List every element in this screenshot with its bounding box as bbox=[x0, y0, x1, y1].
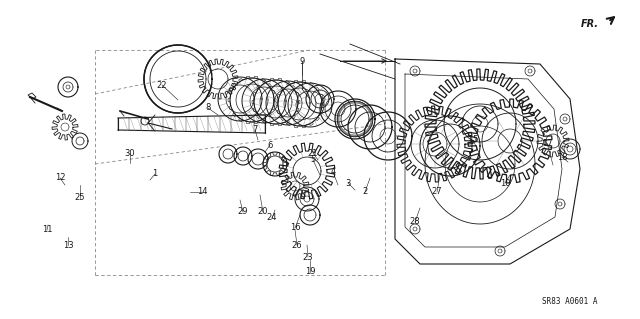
Text: 8: 8 bbox=[205, 103, 211, 113]
Text: 18: 18 bbox=[557, 152, 567, 161]
Text: 21: 21 bbox=[308, 149, 318, 158]
Text: 9: 9 bbox=[300, 57, 305, 66]
Text: 7: 7 bbox=[252, 125, 258, 135]
Text: 10: 10 bbox=[500, 179, 510, 188]
Text: FR.: FR. bbox=[581, 19, 599, 29]
Text: 16: 16 bbox=[290, 224, 300, 233]
Text: 22: 22 bbox=[157, 80, 167, 90]
Text: 27: 27 bbox=[432, 188, 442, 197]
Text: 19: 19 bbox=[305, 268, 316, 277]
Text: 3: 3 bbox=[346, 179, 351, 188]
Text: 24: 24 bbox=[267, 213, 277, 222]
Text: 25: 25 bbox=[75, 194, 85, 203]
Text: 15: 15 bbox=[468, 136, 478, 145]
Text: 29: 29 bbox=[237, 207, 248, 217]
Text: 5: 5 bbox=[310, 155, 316, 165]
Text: 30: 30 bbox=[125, 149, 135, 158]
Text: 28: 28 bbox=[410, 218, 420, 226]
Text: 1: 1 bbox=[152, 169, 157, 179]
Text: 14: 14 bbox=[196, 188, 207, 197]
Text: 12: 12 bbox=[55, 174, 65, 182]
Text: 6: 6 bbox=[268, 140, 273, 150]
Text: 26: 26 bbox=[292, 241, 302, 249]
Text: 11: 11 bbox=[42, 226, 52, 234]
Text: 2: 2 bbox=[362, 188, 367, 197]
Text: 13: 13 bbox=[63, 241, 74, 249]
Text: 4: 4 bbox=[330, 167, 335, 176]
Text: 20: 20 bbox=[258, 207, 268, 217]
Text: SR83 A0601 A: SR83 A0601 A bbox=[542, 296, 598, 306]
Text: 17: 17 bbox=[541, 138, 552, 147]
Text: 23: 23 bbox=[303, 253, 314, 262]
